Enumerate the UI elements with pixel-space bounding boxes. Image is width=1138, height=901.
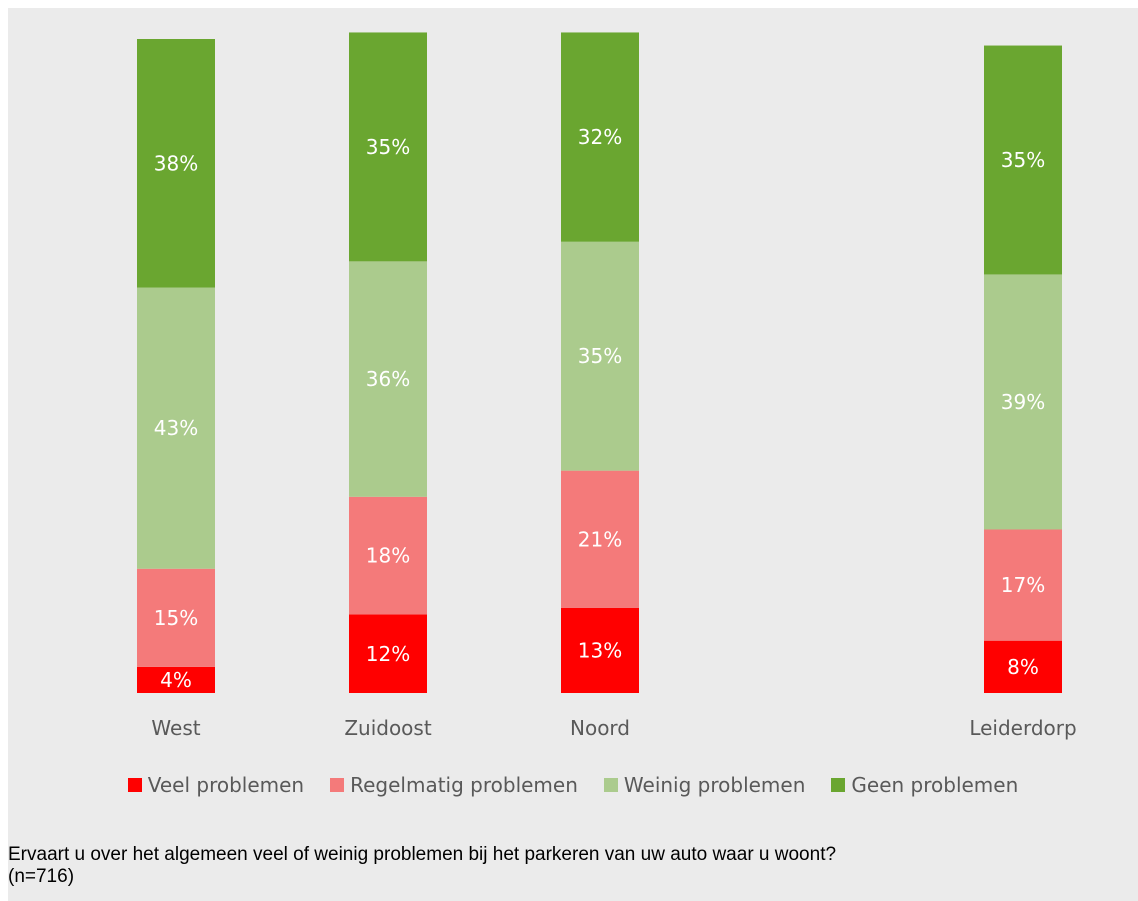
- bar-segment-zuidoost-regelmatig-problemen: [349, 496, 427, 615]
- category-label-leiderdorp: Leiderdorp: [969, 716, 1076, 740]
- data-label-west-regelmatig-problemen: 15%: [154, 606, 198, 630]
- caption-sample-size: (n=716): [8, 866, 75, 887]
- data-label-leiderdorp-weinig-problemen: 39%: [1001, 390, 1045, 414]
- data-label-zuidoost-veel-problemen: 12%: [366, 642, 410, 666]
- legend-swatch: [127, 778, 142, 792]
- bar-segment-west-veel-problemen: [137, 666, 215, 693]
- bar-segment-west-regelmatig-problemen: [137, 568, 215, 667]
- bar-segment-leiderdorp-regelmatig-problemen: [984, 529, 1062, 641]
- legend-label: Weinig problemen: [623, 773, 806, 797]
- data-label-zuidoost-weinig-problemen: 36%: [366, 367, 410, 391]
- data-label-noord-veel-problemen: 13%: [578, 638, 622, 662]
- legend-item-geen-problemen: Geen problemen: [831, 773, 1018, 797]
- chart-area: 4% 15% 43% 38% West 12% 18% 36% 35% Zuidoost 13% 21…: [8, 8, 1138, 901]
- data-label-west-geen-problemen: 38%: [154, 151, 198, 175]
- data-label-leiderdorp-regelmatig-problemen: 17%: [1001, 573, 1045, 597]
- category-label-noord: Noord: [570, 716, 630, 740]
- legend-label: Geen problemen: [851, 773, 1019, 797]
- legend-swatch: [330, 778, 345, 792]
- legend-label: Veel problemen: [147, 773, 305, 797]
- data-label-zuidoost-geen-problemen: 35%: [366, 135, 410, 159]
- bar-segment-zuidoost-weinig-problemen: [349, 261, 427, 497]
- legend-item-weinig-problemen: Weinig problemen: [603, 773, 806, 797]
- legend-item-veel-problemen: Veel problemen: [127, 773, 305, 797]
- data-label-leiderdorp-geen-problemen: 35%: [1001, 148, 1045, 172]
- category-label-west: West: [151, 716, 200, 740]
- data-label-leiderdorp-veel-problemen: 8%: [1007, 655, 1039, 679]
- legend-label: Regelmatig problemen: [350, 773, 578, 797]
- bar-segment-west-geen-problemen: [137, 39, 215, 288]
- stacked-bar-chart: 4% 15% 43% 38% West 12% 18% 36% 35% Zuidoost 13% 21…: [137, 32, 1077, 740]
- bar-segment-zuidoost-veel-problemen: [349, 614, 427, 693]
- bar-segment-leiderdorp-veel-problemen: [984, 640, 1062, 693]
- chart-caption: Ervaart u over het algemeen veel of wein…: [8, 844, 1133, 888]
- bar-segment-noord-weinig-problemen: [561, 241, 639, 471]
- legend-swatch: [603, 778, 618, 792]
- bar-segment-zuidoost-geen-problemen: [349, 32, 427, 262]
- category-label-zuidoost: Zuidoost: [344, 716, 432, 740]
- data-label-west-veel-problemen: 4%: [160, 668, 192, 692]
- legend-item-regelmatig-problemen: Regelmatig problemen: [330, 773, 578, 797]
- data-label-west-weinig-problemen: 43%: [154, 416, 198, 440]
- data-label-noord-geen-problemen: 32%: [578, 125, 622, 149]
- bar-segment-leiderdorp-weinig-problemen: [984, 274, 1062, 530]
- bar-segment-noord-geen-problemen: [561, 32, 639, 242]
- data-label-zuidoost-regelmatig-problemen: 18%: [366, 544, 410, 568]
- caption-question: Ervaart u over het algemeen veel of wein…: [8, 844, 837, 865]
- data-label-noord-regelmatig-problemen: 21%: [578, 527, 622, 551]
- bar-segment-leiderdorp-geen-problemen: [984, 45, 1062, 275]
- data-label-noord-weinig-problemen: 35%: [578, 344, 622, 368]
- legend-swatch: [831, 778, 846, 792]
- chart-legend: Veel problemen Regelmatig problemen Weinig…: [8, 770, 1138, 800]
- bar-segment-noord-veel-problemen: [561, 607, 639, 693]
- bar-segment-noord-regelmatig-problemen: [561, 470, 639, 608]
- bar-segment-west-weinig-problemen: [137, 287, 215, 569]
